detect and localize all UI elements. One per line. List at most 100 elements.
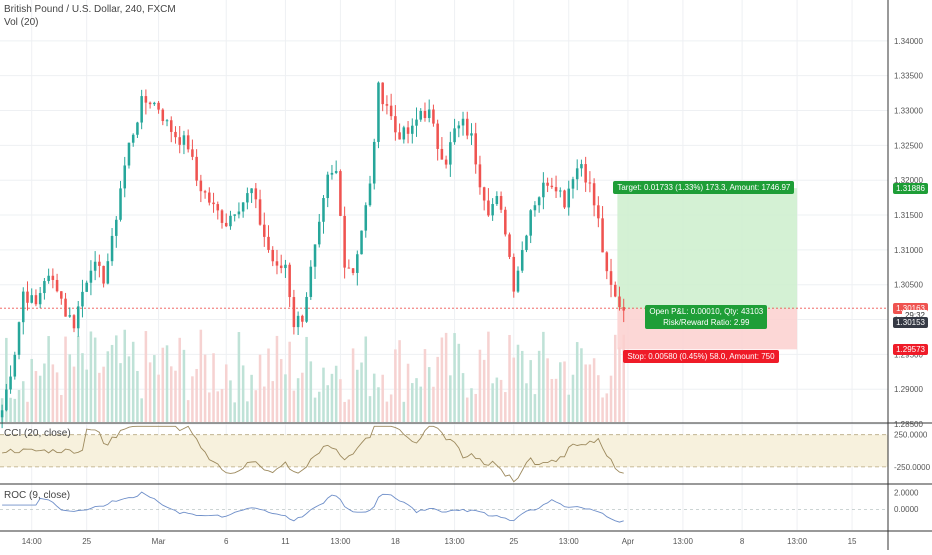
candle-body — [537, 197, 541, 206]
candle-body — [364, 205, 368, 231]
candle-body — [504, 209, 507, 235]
volume-bar — [563, 361, 566, 422]
candle-body — [123, 165, 127, 189]
volume-bar — [613, 334, 617, 422]
candle-body — [398, 132, 401, 140]
candle-body — [60, 291, 63, 299]
rr-label: Risk/Reward Ratio: 2.99 — [663, 317, 750, 327]
open-pl-box[interactable]: Open P&L: 0.00010, Qty: 43103 Risk/Rewar… — [645, 304, 768, 329]
volume-bar — [449, 375, 452, 422]
time-tick-label: 6 — [224, 537, 229, 546]
price-tick-label: 1.28500 — [894, 420, 923, 429]
volume-bar — [427, 367, 431, 422]
candle-body — [402, 127, 406, 140]
volume-bar — [512, 357, 516, 422]
candle-body — [186, 135, 190, 150]
price-tick-label: 1.32500 — [894, 141, 923, 150]
volume-bar — [339, 379, 342, 422]
candle-body — [588, 182, 592, 184]
candle-body — [110, 235, 114, 262]
candle-body — [554, 187, 558, 192]
volume-bar — [106, 351, 110, 422]
volume-bar — [542, 331, 545, 422]
volume-bar — [47, 336, 50, 422]
time-tick-label: 13:00 — [330, 537, 351, 546]
candle-body — [613, 284, 617, 297]
volume-bar — [199, 329, 203, 422]
volume-bar — [203, 354, 207, 422]
volume-bar — [161, 347, 165, 422]
volume-bar — [30, 358, 33, 422]
candle-body — [580, 164, 583, 169]
candle-body — [436, 123, 439, 149]
price-tick-label: 1.29500 — [894, 350, 923, 359]
volume-bar — [275, 335, 279, 422]
volume-bar — [491, 383, 494, 422]
candle-body — [322, 198, 325, 222]
volume-bar — [499, 379, 503, 422]
price-tag: 1.30153 — [893, 317, 928, 329]
candle-body — [30, 295, 33, 303]
volume-bar — [288, 341, 291, 422]
volume-bar — [72, 366, 76, 422]
volume-bar — [131, 341, 135, 422]
candle-body — [296, 315, 300, 328]
candle-body — [313, 244, 317, 267]
volume-bar — [322, 367, 325, 422]
candle-body — [106, 261, 110, 284]
cci-tick-label: -250.0000 — [894, 463, 931, 472]
volume-bar — [98, 372, 101, 422]
candle-body — [444, 159, 448, 165]
candle-layer[interactable] — [0, 81, 625, 429]
volume-bar — [60, 394, 63, 422]
time-tick-label: 15 — [848, 537, 857, 546]
candle-body — [457, 125, 461, 129]
candle-body — [453, 128, 456, 143]
candle-body — [423, 110, 427, 118]
volume-bar — [575, 342, 579, 422]
candle-body — [72, 315, 76, 329]
time-tick-label: 13:00 — [787, 537, 808, 546]
volume-label: Vol (20) — [4, 17, 39, 28]
volume-bar — [326, 385, 329, 422]
candle-body — [68, 315, 72, 317]
candle-body — [309, 266, 313, 297]
candle-body — [440, 148, 444, 160]
volume-bar — [444, 332, 448, 422]
target-zone — [617, 188, 798, 309]
volume-bar — [250, 374, 253, 422]
candle-body — [559, 190, 562, 192]
candle-body — [161, 109, 165, 122]
candle-body — [601, 218, 604, 253]
volume-bar — [110, 344, 114, 422]
volume-bar — [516, 344, 520, 422]
candle-body — [351, 268, 355, 273]
target-label-box[interactable]: Target: 0.01733 (1.33%) 173.3, Amount: 1… — [613, 181, 795, 195]
candle-body — [38, 293, 42, 305]
candle-body — [153, 102, 156, 105]
candle-body — [326, 174, 329, 199]
volume-bar — [415, 378, 418, 422]
candle-body — [47, 275, 50, 282]
candle-body — [360, 230, 363, 255]
candle-body — [330, 172, 334, 175]
candle-body — [93, 261, 97, 271]
candle-body — [385, 104, 389, 106]
volume-bar — [360, 362, 363, 422]
volume-bar — [229, 380, 232, 422]
volume-bar — [68, 354, 72, 422]
volume-bar — [461, 373, 465, 422]
candle-body — [377, 82, 380, 142]
volume-bar — [64, 336, 67, 422]
candle-body — [85, 282, 88, 292]
volume-bar — [157, 374, 160, 422]
volume-bar — [140, 398, 143, 422]
volume-bar — [605, 393, 609, 422]
candle-body — [119, 188, 122, 220]
price-tick-label: 1.33500 — [894, 72, 923, 81]
target-label: Target: 0.01733 (1.33%) 173.3, Amount: 1… — [617, 183, 791, 193]
stop-label-box[interactable]: Stop: 0.00580 (0.45%) 58.0, Amount: 750 — [623, 350, 779, 364]
volume-bar — [356, 369, 359, 422]
candle-body — [381, 82, 384, 105]
